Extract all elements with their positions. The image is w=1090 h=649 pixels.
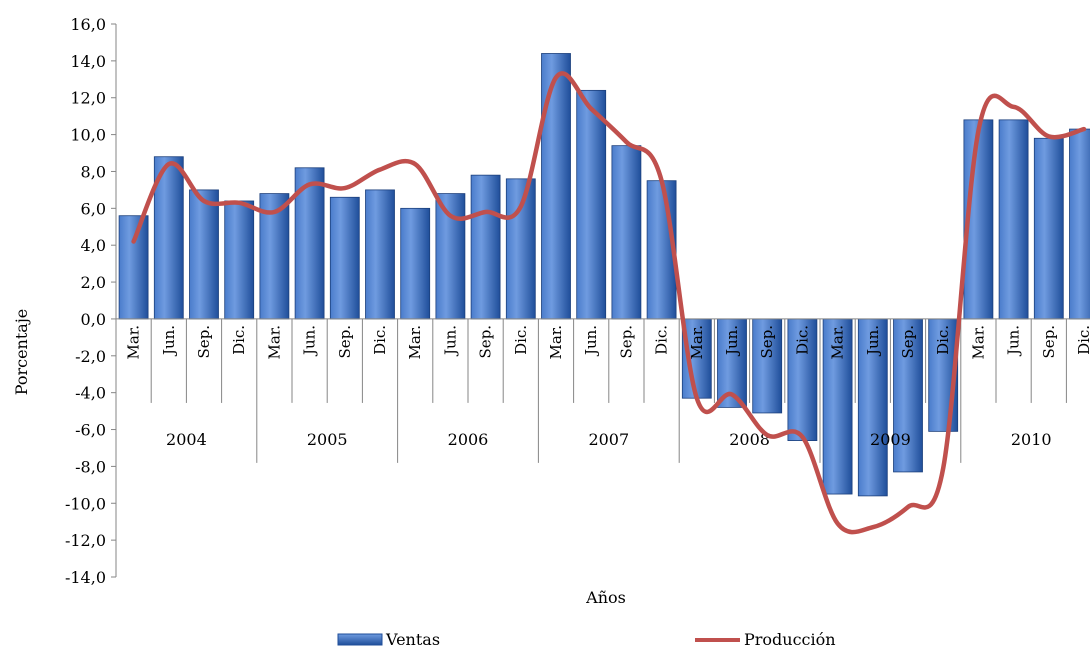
x-category-label: Mar. xyxy=(547,325,565,360)
x-category-label: Sep. xyxy=(1040,325,1058,359)
x-axis: Mar. Jun. Sep. Dic. Mar. Jun. Sep. Dic. Mar. Jun.… xyxy=(115,318,1090,463)
bar-ventas xyxy=(1033,137,1064,320)
y-tick-label: 0,0 xyxy=(81,310,106,329)
x-category-label: Dic. xyxy=(793,325,811,355)
bar-ventas xyxy=(153,156,184,320)
produccion-line-group xyxy=(131,71,1087,535)
x-year-label: 2010 xyxy=(1011,430,1052,449)
x-year-label: 2008 xyxy=(729,430,770,449)
bar-ventas xyxy=(329,196,360,320)
bar-ventas xyxy=(717,318,747,408)
bar-ventas xyxy=(365,189,395,320)
x-category-label: Jun. xyxy=(723,325,741,357)
bar-ventas xyxy=(822,318,853,495)
x-year-label: 2005 xyxy=(307,430,348,449)
x-category-label: Sep. xyxy=(477,325,495,359)
bar-ventas xyxy=(893,318,923,473)
bar-ventas xyxy=(857,318,888,497)
x-category-label: Jun. xyxy=(864,325,882,357)
y-tick-label: -12,0 xyxy=(65,531,106,550)
x-year-label: 2004 xyxy=(166,430,207,449)
bar-ventas xyxy=(189,189,219,320)
x-axis-title: Años xyxy=(585,588,626,607)
x-category-label: Jun. xyxy=(301,325,319,357)
y-tick-label: 10,0 xyxy=(70,126,106,145)
x-category-label: Dic. xyxy=(371,325,389,355)
x-category-label: Mar. xyxy=(829,325,847,360)
x-category-label: Mar. xyxy=(125,325,143,360)
y-tick-label: 16,0 xyxy=(70,15,106,34)
bar-ventas xyxy=(224,200,255,320)
x-category-label: Dic. xyxy=(1075,325,1090,355)
x-category-label: Jun. xyxy=(582,325,600,357)
bar-ventas xyxy=(541,53,571,320)
bar-ventas xyxy=(118,215,149,320)
x-category-label: Mar. xyxy=(406,325,424,360)
y-axis-title: Porcentaje xyxy=(12,309,31,396)
x-category-label: Dic. xyxy=(653,325,671,355)
x-category-label: Jun. xyxy=(1005,325,1023,357)
y-tick-label: -10,0 xyxy=(65,494,106,513)
x-category-label: Mar. xyxy=(969,325,987,360)
y-axis: -14,0 -12,0 -10,0 -8,0 -6,0 -4,0 -2,0 0,0 2,0 4,0… xyxy=(65,15,117,587)
bar-ventas xyxy=(435,193,466,320)
y-tick-label: 6,0 xyxy=(81,199,106,218)
y-tick-label: 12,0 xyxy=(70,89,106,108)
y-tick-label: 2,0 xyxy=(81,273,106,292)
bar-ventas xyxy=(259,193,290,320)
x-category-label: Mar. xyxy=(265,325,283,360)
x-category-label: Sep. xyxy=(899,325,917,359)
bar-ventas xyxy=(400,207,431,320)
legend: Ventas Producción xyxy=(337,630,836,649)
bar-ventas xyxy=(998,119,1029,320)
bar-ventas xyxy=(576,89,607,320)
bar-ventas xyxy=(611,145,642,320)
y-tick-label: 8,0 xyxy=(81,162,106,181)
x-category-label: Dic. xyxy=(512,325,530,355)
bar-ventas xyxy=(505,178,536,320)
x-category-label: Sep. xyxy=(336,325,354,359)
y-tick-label: -4,0 xyxy=(75,384,106,403)
x-category-label: Sep. xyxy=(758,325,776,359)
bar-ventas xyxy=(752,318,783,414)
y-tick-label: -8,0 xyxy=(75,457,106,476)
y-tick-label: -2,0 xyxy=(75,347,106,366)
y-tick-label: 4,0 xyxy=(81,236,106,255)
x-category-label: Jun. xyxy=(160,325,178,357)
y-tick-label: -14,0 xyxy=(65,568,106,587)
x-category-label: Dic. xyxy=(230,325,248,355)
bar-ventas xyxy=(470,174,501,320)
bar-ventas xyxy=(1069,128,1090,320)
x-year-label: 2006 xyxy=(448,430,489,449)
x-category-label: Mar. xyxy=(688,325,706,360)
x-category-label: Dic. xyxy=(934,325,952,355)
x-year-label: 2009 xyxy=(870,430,911,449)
y-tick-label: 14,0 xyxy=(70,52,106,71)
legend-swatch-ventas xyxy=(337,633,383,646)
legend-label-produccion: Producción xyxy=(744,630,836,649)
x-category-label: Sep. xyxy=(195,325,213,359)
legend-label-ventas: Ventas xyxy=(385,630,440,649)
line-produccion xyxy=(131,71,1087,535)
y-tick-label: -6,0 xyxy=(75,421,106,440)
x-category-label: Sep. xyxy=(617,325,635,359)
x-category-label: Jun. xyxy=(441,325,459,357)
x-year-label: 2007 xyxy=(588,430,629,449)
